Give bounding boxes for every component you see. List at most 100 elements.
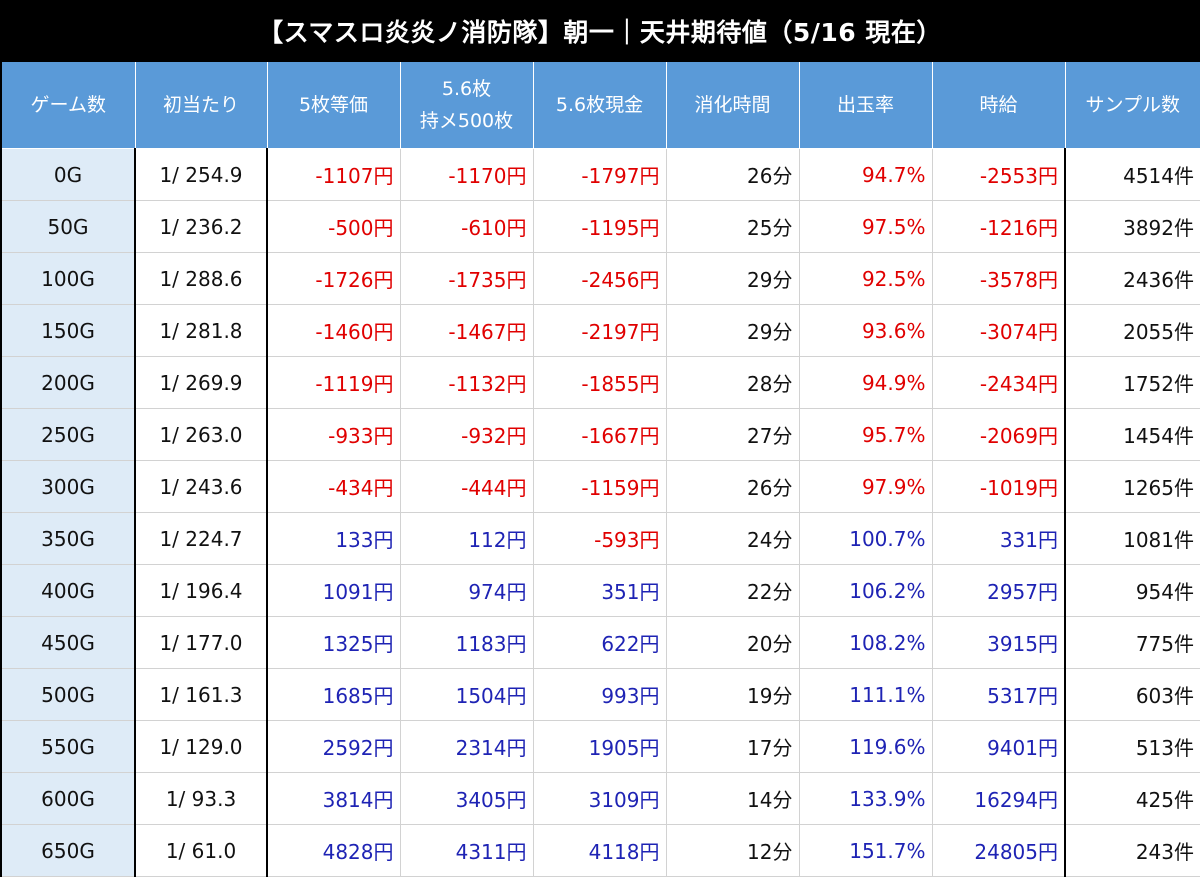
cell-first-hit: 1/ 243.6 (134, 460, 268, 513)
cell-payout: 111.1% (798, 668, 933, 721)
expected-value-table: ゲーム数 初当たり 5枚等価 5.6枚 持メ500枚 5.6枚現金 消化時間 出… (0, 62, 1200, 877)
table-row: 100G 1/ 288.6 -1726円 -1735円 -2456円 29分 92.5% -3… (0, 252, 1200, 305)
cell-5mai-equal: -1119円 (266, 356, 401, 409)
cell-payout: 93.6% (798, 304, 933, 357)
cell-mochi-500: -932円 (399, 408, 534, 461)
cell-time: 20分 (665, 616, 800, 669)
cell-samples: 1265件 (1064, 460, 1200, 513)
cell-payout: 133.9% (798, 772, 933, 825)
cell-time: 19分 (665, 668, 800, 721)
cell-first-hit: 1/ 269.9 (134, 356, 268, 409)
cell-mochi-500: -1170円 (399, 148, 534, 201)
cell-samples: 954件 (1064, 564, 1200, 617)
cell-hourly: -2553円 (931, 148, 1066, 201)
cell-payout: 108.2% (798, 616, 933, 669)
cell-payout: 92.5% (798, 252, 933, 305)
cell-first-hit: 1/ 263.0 (134, 408, 268, 461)
cell-5mai-equal: -434円 (266, 460, 401, 513)
cell-game-count: 50G (0, 200, 136, 253)
cell-game-count: 500G (0, 668, 136, 721)
cell-game-count: 400G (0, 564, 136, 617)
cell-game-count: 0G (0, 148, 136, 201)
cell-mochi-500: 1504円 (399, 668, 534, 721)
cell-first-hit: 1/ 288.6 (134, 252, 268, 305)
cell-game-count: 300G (0, 460, 136, 513)
cell-cash: -1855円 (532, 356, 667, 409)
cell-game-count: 150G (0, 304, 136, 357)
cell-hourly: 9401円 (931, 720, 1066, 773)
cell-samples: 4514件 (1064, 148, 1200, 201)
cell-hourly: 3915円 (931, 616, 1066, 669)
table-row: 0G 1/ 254.9 -1107円 -1170円 -1797円 26分 94.7% -255… (0, 148, 1200, 201)
header-mochi-500: 5.6枚 持メ500枚 (399, 62, 534, 149)
cell-first-hit: 1/ 129.0 (134, 720, 268, 773)
cell-mochi-500: -610円 (399, 200, 534, 253)
cell-hourly: -1019円 (931, 460, 1066, 513)
cell-first-hit: 1/ 196.4 (134, 564, 268, 617)
cell-mochi-500: 2314円 (399, 720, 534, 773)
cell-payout: 95.7% (798, 408, 933, 461)
table-row: 450G 1/ 177.0 1325円 1183円 622円 20分 108.2% 3915円… (0, 616, 1200, 669)
cell-hourly: 5317円 (931, 668, 1066, 721)
table-row: 650G 1/ 61.0 4828円 4311円 4118円 12分 151.7% 24805… (0, 824, 1200, 877)
cell-game-count: 650G (0, 824, 136, 877)
cell-time: 17分 (665, 720, 800, 773)
cell-samples: 1752件 (1064, 356, 1200, 409)
cell-cash: 4118円 (532, 824, 667, 877)
cell-payout: 97.9% (798, 460, 933, 513)
cell-mochi-500: 112円 (399, 512, 534, 565)
cell-cash: -2197円 (532, 304, 667, 357)
cell-cash: -1159円 (532, 460, 667, 513)
cell-samples: 1454件 (1064, 408, 1200, 461)
cell-hourly: -2069円 (931, 408, 1066, 461)
cell-mochi-500: 1183円 (399, 616, 534, 669)
cell-game-count: 250G (0, 408, 136, 461)
cell-cash: -2456円 (532, 252, 667, 305)
cell-samples: 3892件 (1064, 200, 1200, 253)
cell-hourly: -2434円 (931, 356, 1066, 409)
cell-hourly: -3074円 (931, 304, 1066, 357)
cell-samples: 243件 (1064, 824, 1200, 877)
cell-payout: 106.2% (798, 564, 933, 617)
cell-cash: -1667円 (532, 408, 667, 461)
cell-payout: 94.9% (798, 356, 933, 409)
cell-hourly: 24805円 (931, 824, 1066, 877)
cell-hourly: -3578円 (931, 252, 1066, 305)
cell-5mai-equal: 133円 (266, 512, 401, 565)
cell-5mai-equal: 2592円 (266, 720, 401, 773)
table-row: 350G 1/ 224.7 133円 112円 -593円 24分 100.7% 331円 10… (0, 512, 1200, 565)
cell-payout: 97.5% (798, 200, 933, 253)
header-mochi-line2: 持メ500枚 (419, 110, 514, 132)
cell-5mai-equal: -933円 (266, 408, 401, 461)
header-game-count: ゲーム数 (0, 62, 136, 149)
cell-first-hit: 1/ 161.3 (134, 668, 268, 721)
cell-5mai-equal: 3814円 (266, 772, 401, 825)
cell-first-hit: 1/ 236.2 (134, 200, 268, 253)
table-row: 600G 1/ 93.3 3814円 3405円 3109円 14分 133.9% 16294… (0, 772, 1200, 825)
cell-cash: -1195円 (532, 200, 667, 253)
cell-5mai-equal: -1460円 (266, 304, 401, 357)
cell-5mai-equal: -1726円 (266, 252, 401, 305)
cell-time: 26分 (665, 148, 800, 201)
cell-mochi-500: -1735円 (399, 252, 534, 305)
cell-first-hit: 1/ 177.0 (134, 616, 268, 669)
table-row: 150G 1/ 281.8 -1460円 -1467円 -2197円 29分 93.6% -3… (0, 304, 1200, 357)
cell-game-count: 450G (0, 616, 136, 669)
table-row: 400G 1/ 196.4 1091円 974円 351円 22分 106.2% 2957円 9… (0, 564, 1200, 617)
cell-time: 24分 (665, 512, 800, 565)
cell-game-count: 100G (0, 252, 136, 305)
cell-mochi-500: -1132円 (399, 356, 534, 409)
header-cash: 5.6枚現金 (532, 62, 667, 149)
table-row: 50G 1/ 236.2 -500円 -610円 -1195円 25分 97.5% -1216… (0, 200, 1200, 253)
cell-samples: 603件 (1064, 668, 1200, 721)
cell-time: 12分 (665, 824, 800, 877)
cell-5mai-equal: 1685円 (266, 668, 401, 721)
cell-samples: 513件 (1064, 720, 1200, 773)
cell-first-hit: 1/ 61.0 (134, 824, 268, 877)
cell-first-hit: 1/ 254.9 (134, 148, 268, 201)
header-hourly: 時給 (931, 62, 1066, 149)
cell-cash: -1797円 (532, 148, 667, 201)
header-5mai-equal: 5枚等価 (266, 62, 401, 149)
table-row: 550G 1/ 129.0 2592円 2314円 1905円 17分 119.6% 9401… (0, 720, 1200, 773)
header-samples: サンプル数 (1064, 62, 1200, 149)
